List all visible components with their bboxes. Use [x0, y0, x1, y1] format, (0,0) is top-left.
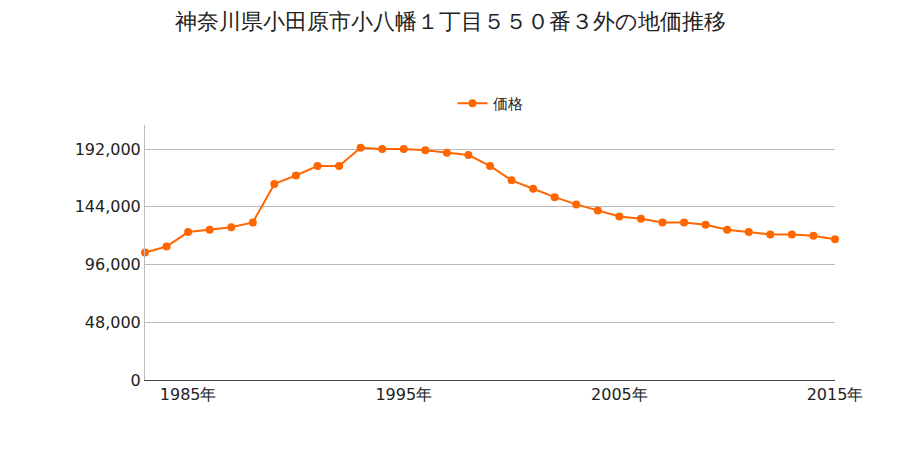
svg-text:96,000: 96,000: [85, 255, 141, 274]
svg-text:神奈川県小田原市小八幡１丁目５５０番３外の地価推移: 神奈川県小田原市小八幡１丁目５５０番３外の地価推移: [175, 9, 726, 34]
svg-text:2015年: 2015年: [807, 385, 864, 404]
svg-text:1995年: 1995年: [375, 385, 432, 404]
svg-text:0: 0: [131, 371, 141, 390]
svg-text:192,000: 192,000: [75, 140, 141, 159]
svg-text:2005年: 2005年: [591, 385, 648, 404]
svg-text:144,000: 144,000: [75, 197, 141, 216]
svg-text:価格: 価格: [493, 95, 523, 113]
svg-text:1985年: 1985年: [160, 385, 217, 404]
svg-text:48,000: 48,000: [85, 313, 141, 332]
